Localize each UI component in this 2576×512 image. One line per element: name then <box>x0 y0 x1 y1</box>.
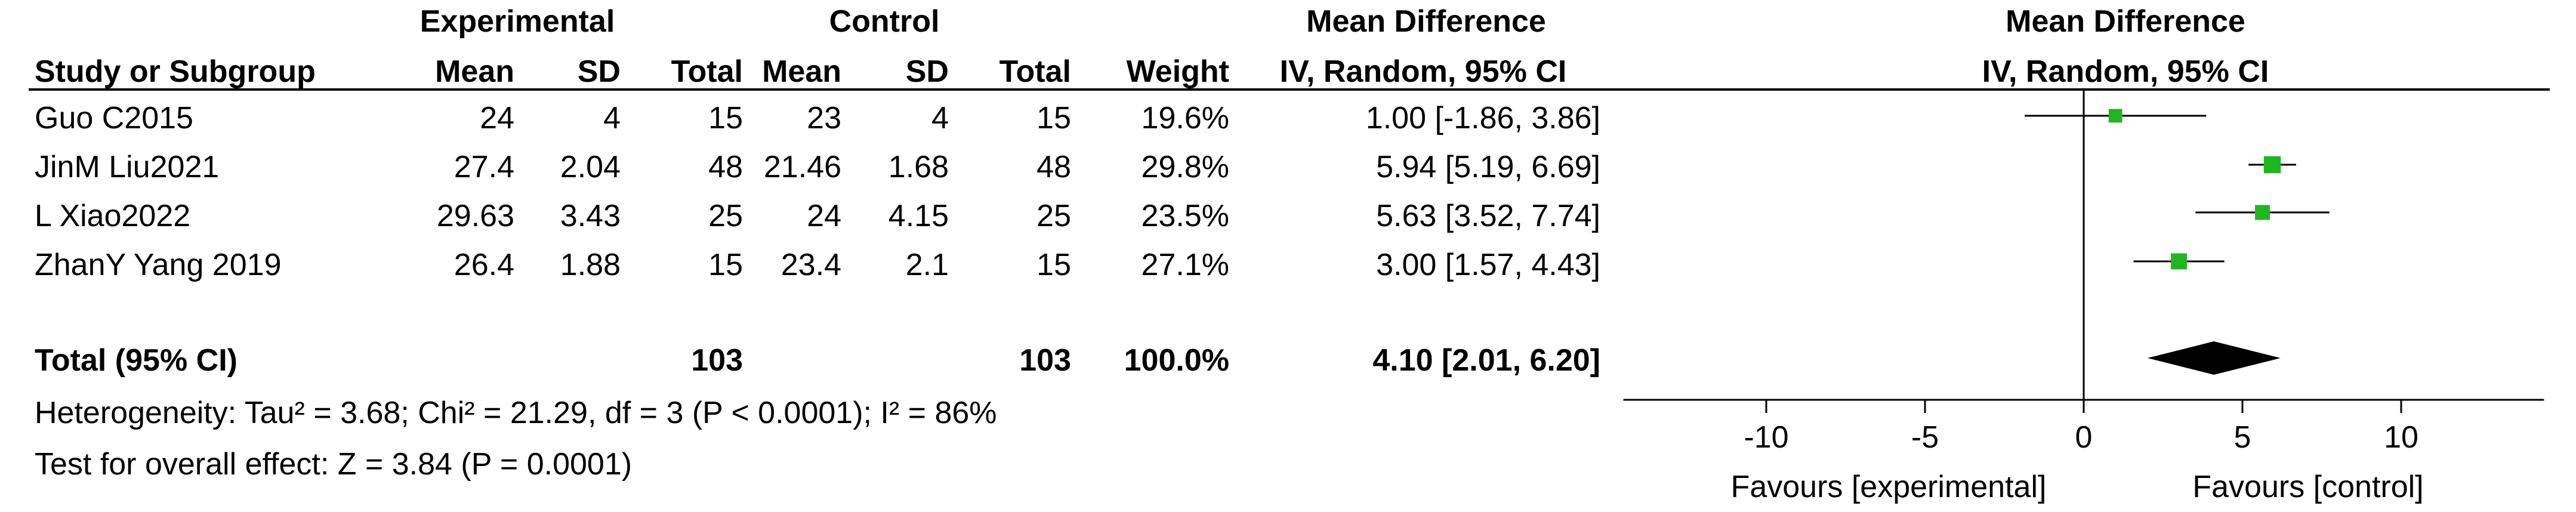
weight: 19.6% <box>1141 101 1229 135</box>
header-mean-control: Mean <box>762 54 841 89</box>
study-marker <box>2263 156 2281 174</box>
header-total-experimental: Total <box>671 54 743 89</box>
weight: 23.5% <box>1141 199 1229 233</box>
study-marker <box>2255 205 2270 220</box>
sd-experimental: 3.43 <box>560 199 621 233</box>
header-weight: Weight <box>1126 54 1229 89</box>
mean-control: 21.46 <box>763 150 841 184</box>
total-control: 48 <box>1036 150 1071 184</box>
sd-control: 4.15 <box>888 199 949 233</box>
total-control: 15 <box>1036 248 1071 282</box>
header-sd-experimental: SD <box>577 54 621 89</box>
ci-text: 1.00 [-1.86, 3.86] <box>1365 101 1600 135</box>
weight: 27.1% <box>1141 248 1229 282</box>
total-control: 103 <box>1019 343 1071 378</box>
mean-experimental: 27.4 <box>454 150 514 184</box>
study-name: ZhanY Yang 2019 <box>35 248 282 282</box>
header-total-control: Total <box>999 54 1071 89</box>
weight: 29.8% <box>1141 150 1229 184</box>
header-method: IV, Random, 95% CI <box>1279 54 1567 89</box>
study-name: L Xiao2022 <box>35 199 191 233</box>
total-control: 25 <box>1036 199 1071 233</box>
sd-experimental: 1.88 <box>560 248 621 282</box>
header-control: Control <box>829 4 940 39</box>
total-experimental: 25 <box>708 199 743 233</box>
mean-experimental: 29.63 <box>436 199 514 233</box>
plot-title: Mean Difference <box>2006 4 2245 39</box>
sd-control: 1.68 <box>888 150 949 184</box>
total-weight: 100.0% <box>1124 343 1229 378</box>
header-rule <box>29 88 2550 91</box>
header-study: Study or Subgroup <box>35 54 316 89</box>
header-mean-experimental: Mean <box>435 54 514 89</box>
ci-text: 5.94 [5.19, 6.69] <box>1376 150 1600 184</box>
sd-control: 2.1 <box>905 248 949 282</box>
total-label: Total (95% CI) <box>35 343 237 378</box>
overall-effect-text: Test for overall effect: Z = 3.84 (P = 0… <box>35 447 633 482</box>
total-ci-text: 4.10 [2.01, 6.20] <box>1372 343 1600 378</box>
total-control: 15 <box>1036 101 1071 135</box>
summary-diamond <box>2147 341 2281 375</box>
mean-control: 23 <box>807 101 841 135</box>
x-tick-label: 5 <box>2234 420 2251 455</box>
total-experimental: 15 <box>708 101 743 135</box>
favours-experimental-label: Favours [experimental] <box>1730 470 2047 504</box>
total-experimental: 15 <box>708 248 743 282</box>
sd-experimental: 2.04 <box>560 150 621 184</box>
ci-text: 5.63 [3.52, 7.74] <box>1376 199 1600 233</box>
sd-control: 4 <box>931 101 949 135</box>
sd-experimental: 4 <box>603 101 621 135</box>
study-marker <box>2171 253 2188 270</box>
heterogeneity-text: Heterogeneity: Tau² = 3.68; Chi² = 21.29… <box>35 396 997 430</box>
x-tick-label: -10 <box>1744 420 1788 455</box>
x-tick-label: -5 <box>1911 420 1939 455</box>
total-experimental: 103 <box>691 343 743 378</box>
ci-text: 3.00 [1.57, 4.43] <box>1376 248 1600 282</box>
total-experimental: 48 <box>708 150 743 184</box>
mean-experimental: 26.4 <box>454 248 514 282</box>
header-experimental: Experimental <box>419 4 615 39</box>
header-sd-control: SD <box>905 54 949 89</box>
mean-experimental: 24 <box>480 101 514 135</box>
mean-control: 24 <box>807 199 841 233</box>
favours-control-label: Favours [control] <box>2192 470 2424 504</box>
plot-method: IV, Random, 95% CI <box>1982 54 2269 89</box>
header-mean-difference: Mean Difference <box>1306 4 1546 39</box>
study-name: Guo C2015 <box>35 101 193 135</box>
study-name: JinM Liu2021 <box>35 150 220 184</box>
x-tick-label: 0 <box>2075 420 2093 455</box>
study-marker <box>2108 109 2122 123</box>
mean-control: 23.4 <box>780 248 841 282</box>
x-tick-label: 10 <box>2384 420 2418 455</box>
